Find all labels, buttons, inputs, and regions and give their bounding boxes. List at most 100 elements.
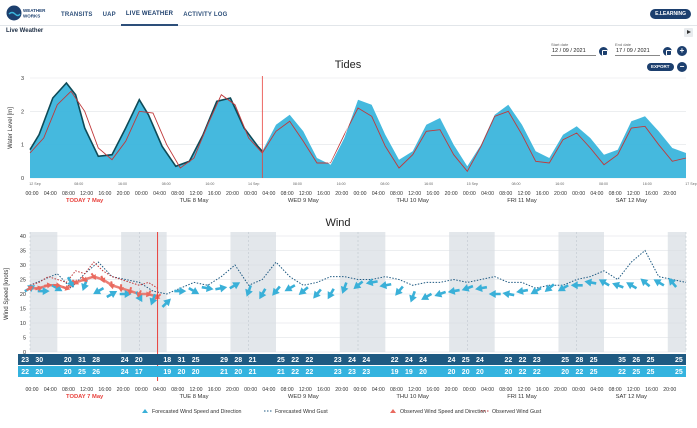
wind-gust-value: 22 [291,357,299,364]
wind-observed-arrow [44,282,53,289]
tides-y-tick: 3 [21,76,24,82]
wind-speed-row [18,366,686,377]
wind-observed-arrow [62,285,71,291]
wind-arrow-shape [570,281,583,290]
tides-time-tick: 08:00 [62,191,75,197]
start-date-field[interactable]: 12 / 09 / 2021 [551,47,596,56]
wind-direction-arrow [640,278,651,288]
nav-item-live-weather[interactable]: LIVE WEATHER [120,0,179,26]
wind-arrow-shape [272,285,281,296]
tides-time-tick: 16:00 [208,191,221,197]
wind-speed-value: 24 [121,369,129,376]
export-button[interactable]: EXPORT [647,63,674,71]
wind-direction-arrow [516,286,529,295]
wind-gust-value: 25 [277,357,285,364]
wind-direction-arrow [488,290,501,298]
elearning-button[interactable]: E.LEARNING [650,9,691,19]
wind-time-tick: 20:00 [117,387,130,393]
start-date-label: Start date [551,42,569,47]
wind-gust-value: 24 [405,357,413,364]
wind-speed-value: 20 [234,369,242,376]
end-date-calendar-icon[interactable] [663,47,672,56]
wind-observed-arrow-shape [26,286,34,292]
wind-direction-arrow [37,287,50,296]
zoom-out-button[interactable]: − [677,62,687,72]
wind-speed-value: 20 [192,369,200,376]
wind-gust-value: 22 [519,357,527,364]
wind-gust-value: 20 [135,357,143,364]
wind-gust-value: 23 [21,357,29,364]
wind-direction-arrow [215,284,228,293]
wind-speed-value: 21 [277,369,285,376]
wind-arrow-shape [612,281,624,290]
wind-arrow-shape [81,279,89,291]
legend-label: Forecasted Wind Speed and Direction [152,409,242,415]
wind-direction-arrow [626,282,638,290]
wind-direction-arrow [298,286,309,295]
wind-day-label: WED 9 May [288,394,319,400]
wind-y-tick: 0 [23,350,26,356]
wind-observed-arrow-shape [62,285,71,291]
wind-direction-arrow [379,281,392,290]
tides-time-tick: 16:00 [426,191,439,197]
wind-observed-arrow [71,279,80,285]
nav-item-uap[interactable]: UAP [102,12,116,18]
wind-time-tick: 08:00 [390,387,403,393]
wind-direction-arrow [584,278,597,287]
tides-time-tick: 20:00 [335,191,348,197]
tides-time-tick: 04:00 [44,191,57,197]
wind-speed-value: 20 [561,369,569,376]
tides-time-tick: 12:00 [190,191,203,197]
wind-time-tick: 20:00 [226,387,239,393]
start-date-calendar-icon[interactable] [599,47,608,56]
wind-time-tick: 04:00 [44,387,57,393]
top-navigation-bar: WEATHER WORKS TRANSITS UAP LIVE WEATHER ACT… [0,0,697,26]
tides-time-tick: 08:00 [609,191,622,197]
wind-direction-arrow [570,281,583,290]
wind-gust-value: 22 [305,357,313,364]
wind-observed-arrow [90,272,97,280]
wind-time-tick: 00:00 [354,387,367,393]
end-date-label: End date [615,42,632,47]
wind-arrow-shape [530,286,542,295]
wind-arrow-shape [161,298,171,308]
wind-gust-value: 24 [362,357,370,364]
wind-speed-value: 20 [504,369,512,376]
wind-arrow-shape [215,284,228,293]
wind-gust-row [18,354,686,365]
wind-direction-arrow [259,288,267,300]
tides-time-tick: 20:00 [445,191,458,197]
tides-y-tick: 2 [21,109,24,115]
end-date-field[interactable]: 17 / 09 / 2021 [615,47,660,56]
tides-time-tick: 08:00 [281,191,294,197]
wind-direction-arrow [395,285,404,296]
wind-time-tick: 00:00 [572,387,585,393]
wind-gust-value: 25 [647,357,655,364]
wind-gust-value: 22 [391,357,399,364]
wind-direction-arrow [245,285,253,297]
wind-arrow-shape [488,290,501,298]
wind-arrow-shape [149,293,158,306]
tides-small-x-label: 08:00 [293,182,302,186]
wind-y-tick: 40 [20,234,26,240]
wind-speed-value: 25 [647,369,655,376]
tides-time-tick: 12:00 [408,191,421,197]
wind-arrow-shape [557,284,569,292]
zoom-in-button[interactable]: + [677,46,687,56]
wind-observed-gust-line [29,261,158,289]
wind-arrow-shape [174,287,187,296]
tides-small-x-label: 08:00 [74,182,83,186]
wind-observed-arrow-shape [90,272,97,280]
nav-item-activity-log[interactable]: ACTIVITY LOG [183,12,228,18]
brand-logo[interactable]: WEATHER WORKS [6,4,52,22]
wind-gust-value: 23 [533,357,541,364]
play-button[interactable] [684,28,693,37]
nav-item-transits[interactable]: TRANSITS [61,12,93,18]
wind-time-tick: 08:00 [499,387,512,393]
tides-time-tick: 20:00 [554,191,567,197]
wind-observed-arrow-shape [108,281,115,290]
wind-arrow-shape [259,288,267,300]
wind-observed-arrow [34,285,43,292]
wind-arrow-shape [640,278,651,288]
wind-gust-value: 31 [178,357,186,364]
